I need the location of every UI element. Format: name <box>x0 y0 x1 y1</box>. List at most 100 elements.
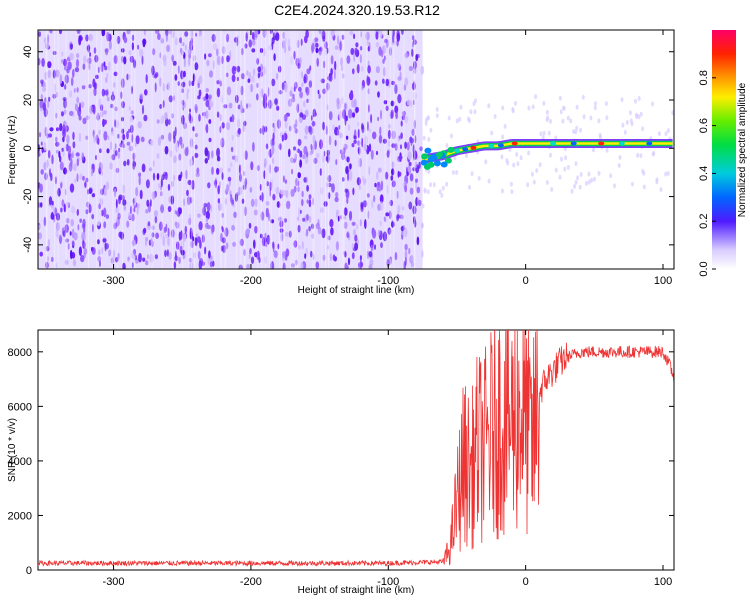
noise-speck <box>315 42 319 48</box>
noise-speck <box>351 143 355 148</box>
signal-halo-speck <box>599 134 602 140</box>
noise-speck <box>167 205 172 213</box>
noise-speck <box>274 166 278 173</box>
noise-speck <box>268 164 271 174</box>
y-tick-label: 0 <box>26 565 32 577</box>
noise-speck <box>270 261 275 269</box>
noise-speck <box>221 237 227 244</box>
noise-speck <box>367 65 371 74</box>
noise-seam <box>57 30 59 269</box>
noise-speck <box>152 172 156 181</box>
signal-halo-speck <box>630 181 634 187</box>
noise-speck <box>94 82 98 90</box>
signal-halo-speck <box>559 109 563 115</box>
noise-seam <box>116 30 118 269</box>
y-tick-label: 20 <box>22 94 34 106</box>
noise-speck <box>112 82 116 88</box>
noise-speck <box>306 68 311 75</box>
noise-speck <box>149 253 154 263</box>
signal-onset-blob <box>447 146 455 153</box>
signal-halo-speck <box>574 179 578 185</box>
noise-speck <box>101 246 103 255</box>
noise-speck <box>197 82 200 89</box>
noise-speck <box>297 224 301 233</box>
noise-speck <box>99 260 101 267</box>
noise-speck <box>223 30 226 35</box>
noise-speck <box>181 88 184 94</box>
noise-speck <box>271 144 275 155</box>
noise-speck <box>194 152 199 158</box>
noise-speck <box>291 97 296 103</box>
signal-halo-speck <box>581 94 585 100</box>
noise-speck <box>70 77 74 86</box>
noise-speck <box>251 75 255 83</box>
noise-speck <box>225 242 229 250</box>
noise-speck <box>277 166 279 172</box>
noise-speck <box>288 230 292 238</box>
noise-speck <box>47 34 49 44</box>
noise-speck <box>398 155 403 160</box>
noise-speck <box>106 31 110 42</box>
noise-speck <box>394 105 399 114</box>
noise-speck <box>216 111 220 118</box>
noise-seam <box>359 30 361 269</box>
noise-speck <box>87 189 90 195</box>
noise-speck <box>126 220 130 228</box>
noise-speck <box>236 65 241 73</box>
signal-halo-speck <box>474 98 477 104</box>
noise-speck <box>225 184 230 192</box>
noise-speck <box>368 264 373 269</box>
noise-speck <box>126 131 129 140</box>
noise-speck <box>138 172 142 178</box>
signal-halo-speck <box>641 126 645 132</box>
signal-halo-speck <box>666 128 670 134</box>
noise-speck <box>246 70 249 76</box>
noise-speck <box>303 177 307 183</box>
noise-speck <box>167 227 170 238</box>
snr-y-ticks: 0 2000 4000 6000 8000 <box>8 347 674 577</box>
noise-speck <box>192 55 197 62</box>
noise-speck <box>329 253 332 262</box>
noise-speck <box>205 93 209 100</box>
noise-speck <box>357 140 361 146</box>
noise-speck <box>346 232 350 239</box>
noise-speck <box>353 98 357 109</box>
signal-halo-speck <box>427 169 431 175</box>
noise-speck <box>368 104 370 113</box>
noise-speck <box>382 138 387 144</box>
noise-speck <box>323 201 328 207</box>
noise-speck <box>227 167 231 172</box>
noise-speck <box>406 99 411 106</box>
noise-speck <box>141 104 145 115</box>
noise-speck <box>122 184 126 194</box>
noise-speck <box>157 33 161 41</box>
y-tick-label: 2000 <box>8 510 32 522</box>
noise-speck <box>383 100 388 105</box>
noise-speck <box>106 148 110 154</box>
noise-speck <box>346 156 350 163</box>
noise-speck <box>347 171 350 182</box>
noise-speck <box>85 209 89 215</box>
noise-speck <box>63 203 67 213</box>
noise-speck <box>382 231 387 242</box>
signal-halo-speck <box>435 113 439 119</box>
noise-speck <box>385 105 389 112</box>
noise-speck <box>78 246 82 256</box>
snr-series-line <box>38 330 674 567</box>
noise-speck <box>384 171 389 180</box>
signal-halo-speck <box>593 101 597 107</box>
noise-speck <box>182 122 188 129</box>
signal-halo-speck <box>630 121 634 127</box>
noise-seam <box>261 30 263 269</box>
noise-speck <box>321 228 326 239</box>
noise-speck <box>246 103 248 109</box>
noise-speck <box>141 55 144 65</box>
noise-speck <box>129 55 135 63</box>
signal-core <box>511 141 518 146</box>
noise-speck <box>379 200 384 211</box>
noise-speck <box>142 257 146 262</box>
noise-speck <box>361 137 364 148</box>
noise-speck <box>164 145 169 155</box>
noise-speck <box>265 201 270 206</box>
noise-speck <box>65 143 70 152</box>
